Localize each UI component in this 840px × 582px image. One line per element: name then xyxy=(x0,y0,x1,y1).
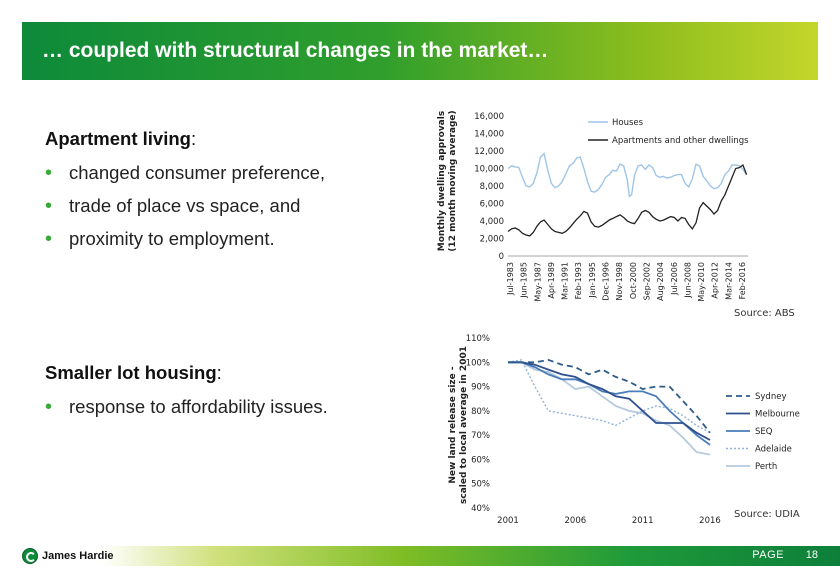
land-release-chart: 40%50%60%70%80%90%100%110% 2001 2006 2011 2… xyxy=(448,334,800,526)
legend-label: SEQ xyxy=(755,427,773,437)
bullet-text: response to affordability issues. xyxy=(69,396,328,417)
bullet-text: trade of place vs space, and xyxy=(69,195,301,216)
y-tick-label: 110% xyxy=(466,334,490,344)
adelaide-series-line xyxy=(507,359,711,434)
legend-label: Adelaide xyxy=(755,445,792,455)
y-tick-label: 50% xyxy=(471,480,490,490)
logo-text: James Hardie xyxy=(42,550,114,562)
sydney-series-line xyxy=(508,358,711,434)
x-tick-label: Jun-1985 xyxy=(520,262,529,299)
page-label: PAGE xyxy=(752,549,784,561)
x-tick-label: 2011 xyxy=(632,516,654,526)
x-tick-label: Feb-2016 xyxy=(738,262,747,299)
james-hardie-logo: James Hardie xyxy=(22,547,114,565)
bullet-item: • trade of place vs space, and xyxy=(45,195,325,228)
source-udia: Source: UDIA xyxy=(734,509,800,520)
logo-icon xyxy=(22,548,38,564)
x-tick-label: Feb-1993 xyxy=(574,262,583,299)
legend: Houses Apartments and other dwellings xyxy=(588,118,749,146)
legend-label: Apartments and other dwellings xyxy=(612,136,749,146)
dwelling-approvals-chart: 0 2,000 4,000 6,000 8,000 10,000 12,000 14,000 1… xyxy=(437,110,749,302)
page-number: 18 xyxy=(805,549,818,561)
heading-suffix: : xyxy=(190,128,197,149)
x-tick-label: 2006 xyxy=(565,516,587,526)
y-tick-label: 8,000 xyxy=(480,182,504,192)
bullet-icon: • xyxy=(45,228,53,250)
x-axis: Jul-1983 Jun-1985 May-1987 Apr-1989 Mar-1991… xyxy=(506,262,747,302)
legend: Sydney Melbourne SEQ Adelaide Perth xyxy=(726,392,800,472)
heading-text: Apartment living xyxy=(45,128,191,149)
y-axis: 40% 50% 60% 70% 80% 90% 100% 110% xyxy=(466,334,490,514)
x-tick-label: Jan-1995 xyxy=(588,262,597,299)
legend-label: Melbourne xyxy=(755,410,800,420)
section-heading-apartment: Apartment living: xyxy=(45,128,196,150)
y-tick-label: 10,000 xyxy=(474,165,504,175)
smaller-lot-bullet-list: • response to affordability issues. xyxy=(45,396,328,429)
bullet-item: • proximity to employment. xyxy=(45,228,325,261)
y-tick-label: 6,000 xyxy=(480,200,504,210)
x-tick-label: Nov-1998 xyxy=(615,262,624,301)
heading-suffix: : xyxy=(216,362,222,383)
legend-label: Sydney xyxy=(755,392,786,402)
y-tick-label: 4,000 xyxy=(480,217,504,227)
x-tick-label: 2001 xyxy=(497,516,519,526)
houses-series-line xyxy=(507,152,748,198)
series-group xyxy=(507,152,748,237)
bullet-text: changed consumer preference, xyxy=(69,162,326,183)
bullet-item: • response to affordability issues. xyxy=(45,396,328,429)
x-tick-label: Sep-2002 xyxy=(642,262,651,300)
x-tick-label: Apr-2012 xyxy=(711,262,720,299)
legend-label: Perth xyxy=(755,462,777,472)
y-tick-label: 40% xyxy=(471,504,490,514)
bullet-item: • changed consumer preference, xyxy=(45,162,325,195)
y-tick-label: 90% xyxy=(471,383,490,393)
y-tick-label: 0 xyxy=(499,252,504,262)
x-tick-label: Jul-1983 xyxy=(506,262,515,296)
seq-series-line xyxy=(508,361,711,446)
title-bar: … coupled with structural changes in the… xyxy=(22,22,818,80)
y-axis-label: New land release size - xyxy=(448,366,458,484)
x-tick-label: May-1987 xyxy=(533,262,542,302)
footer-bar: PAGE 18 xyxy=(0,546,840,566)
heading-text: Smaller lot housing xyxy=(45,362,217,383)
slide-title: … coupled with structural changes in the… xyxy=(42,39,549,62)
x-tick-label: Mar-1991 xyxy=(561,262,570,300)
y-tick-label: 100% xyxy=(466,358,490,368)
apartment-bullet-list: • changed consumer preference, • trade of … xyxy=(45,162,325,261)
bullet-icon: • xyxy=(45,396,53,418)
y-axis-label-line2: scaled to local average in 2001 xyxy=(459,346,469,504)
x-tick-label: Apr-1989 xyxy=(547,262,556,299)
y-axis-label-line2: (12 month moving average) xyxy=(448,110,458,251)
perth-series-line xyxy=(508,361,711,456)
section-heading-smaller-lot: Smaller lot housing: xyxy=(45,362,222,384)
x-tick-label: May-2010 xyxy=(697,262,706,302)
bullet-icon: • xyxy=(45,195,53,217)
legend-label: Houses xyxy=(612,118,644,128)
x-tick-label: 2016 xyxy=(699,516,721,526)
x-tick-label: Jun-2008 xyxy=(683,262,692,299)
y-axis-label: Monthly dwelling approvals xyxy=(437,111,447,251)
x-tick-label: Dec-1996 xyxy=(602,262,611,301)
x-tick-label: Aug-2004 xyxy=(656,262,665,301)
x-axis: 2001 2006 2011 2016 xyxy=(497,516,721,526)
x-tick-label: Jul-2006 xyxy=(670,262,679,296)
y-axis: 0 2,000 4,000 6,000 8,000 10,000 12,000 14,000 1… xyxy=(474,112,748,262)
apartments-series-line xyxy=(507,163,748,237)
melbourne-series-line xyxy=(508,361,711,441)
x-tick-label: Mar-2014 xyxy=(724,262,733,300)
bullet-text: proximity to employment. xyxy=(69,228,275,249)
y-tick-label: 2,000 xyxy=(480,235,504,245)
x-tick-label: Oct-2000 xyxy=(629,262,638,299)
source-abs: Source: ABS xyxy=(734,308,795,319)
y-tick-label: 16,000 xyxy=(474,112,504,122)
series-group xyxy=(507,358,711,456)
y-tick-label: 12,000 xyxy=(474,147,504,157)
y-tick-label: 80% xyxy=(471,407,490,417)
y-tick-label: 14,000 xyxy=(474,130,504,140)
y-tick-label: 70% xyxy=(471,431,490,441)
bullet-icon: • xyxy=(45,162,53,184)
y-tick-label: 60% xyxy=(471,455,490,465)
